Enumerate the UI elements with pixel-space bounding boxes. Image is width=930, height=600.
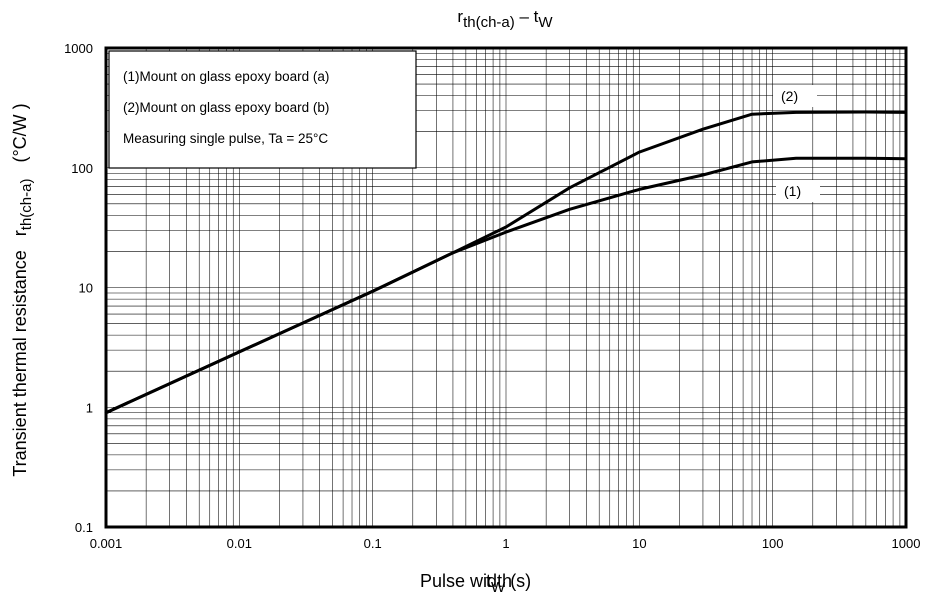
series-group (104, 110, 908, 415)
x-axis-var-sub: W (491, 579, 506, 596)
x-axis-var: t (486, 571, 491, 591)
series-label-1: (1) (784, 183, 801, 199)
y-axis-var-sub: th(ch-a) (18, 179, 35, 231)
x-tick-label: 0.1 (364, 536, 382, 551)
title-second-sub: W (538, 14, 553, 31)
y-tick-label: 1000 (64, 41, 93, 56)
y-axis-label-text: Transient thermal resistance (10, 250, 30, 476)
x-tick-label: 100 (762, 536, 784, 551)
y-axis-title: Transient thermal resistance rth(ch-a) (°C… (10, 103, 35, 476)
y-tick-label: 1 (86, 400, 93, 415)
series-label-2: (2) (781, 88, 798, 104)
x-tick-label: 0.001 (90, 536, 123, 551)
legend-line-2: (2)Mount on glass epoxy board (b) (123, 100, 329, 115)
series-label-1-bg (776, 180, 820, 202)
chart-title: rth(ch-a) – tW (457, 7, 553, 31)
x-tick-label: 1 (502, 536, 509, 551)
y-axis-title-group: Transient thermal resistance rth(ch-a) (°C… (10, 103, 35, 476)
x-axis-label-text: Pulse width (420, 571, 512, 591)
legend-box (108, 50, 417, 169)
title-dash: – (515, 7, 534, 26)
x-axis-unit: (s) (510, 571, 531, 591)
x-tick-label: 0.01 (227, 536, 252, 551)
y-axis-var: r (10, 230, 30, 236)
y-tick-label: 10 (79, 281, 93, 296)
x-tick-labels: 0.001 0.01 0.1 1 10 100 1000 (90, 536, 921, 551)
series-label-2-bg (773, 85, 817, 107)
y-tick-label: 0.1 (75, 520, 93, 535)
y-axis-unit: (°C/W ) (10, 103, 30, 162)
x-tick-label: 10 (632, 536, 646, 551)
title-var-sub: th(ch-a) (463, 14, 515, 31)
plot-frame (104, 46, 908, 529)
y-tick-labels: 0.1 1 10 100 1000 (64, 41, 93, 535)
y-tick-label: 100 (71, 161, 93, 176)
title-second-var: t (534, 7, 539, 26)
title-var: r (457, 7, 463, 26)
x-axis-title: Pulse widthtW (s) (420, 571, 531, 596)
series-line-2 (104, 110, 908, 415)
legend-line-3: Measuring single pulse, Ta = 25°C (123, 131, 328, 146)
x-tick-label: 1000 (892, 536, 921, 551)
legend-line-1: (1)Mount on glass epoxy board (a) (123, 69, 329, 84)
